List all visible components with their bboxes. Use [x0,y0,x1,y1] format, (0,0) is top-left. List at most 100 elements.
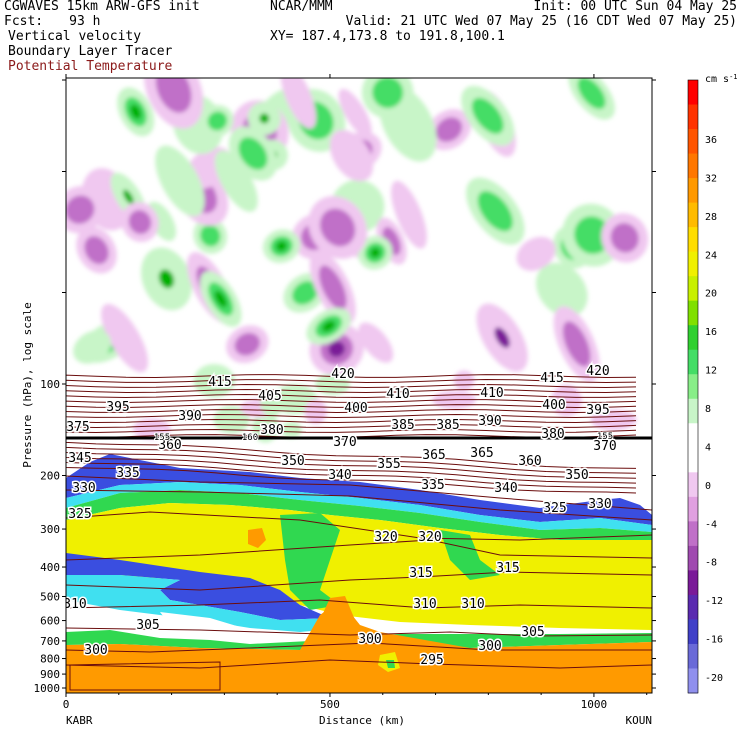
theta-contour [66,398,637,404]
colorbar-swatch [688,496,698,522]
theta-contour [66,408,637,414]
colorbar-swatch [688,325,698,351]
velocity-cell-mid [238,137,268,170]
velocity-cell-mid [234,332,261,356]
x-tick-label: 0 [63,698,70,711]
tracer-yellow [66,503,652,630]
theta-contour [66,461,637,489]
forecast-value: 93 h [69,14,101,29]
velocity-cell-strong [130,104,142,120]
velocity-cell [308,196,368,259]
velocity-cell [155,145,205,217]
velocity-cell [329,130,374,182]
colorbar-swatch [688,104,698,130]
velocity-cell-mid [577,78,606,110]
velocity-cell [143,78,204,129]
colorbar-label: -4 [705,519,717,530]
velocity-cell [306,307,351,345]
model-title: CGWAVES 15km ARW-GFS init [4,0,200,14]
velocity-cell [76,226,117,274]
velocity-cell [516,236,556,271]
theta-contour [66,378,637,384]
theta-label: 350 [565,468,588,483]
theta-contour [66,404,637,409]
tracer-green-mid2 [440,530,500,580]
valid-time: Valid: 21 UTC Wed 07 May 25 (16 CDT Wed … [345,14,737,29]
velocity-cell [226,325,269,364]
theta-contour-closed [69,661,221,691]
colorbar-swatch [688,227,698,253]
velocity-cell-weak [536,262,588,317]
velocity-cell-strong [370,247,381,258]
velocity-cell [141,247,192,311]
theta-contour [66,475,652,511]
velocity-cell [553,306,600,382]
colorbar-swatch [688,251,698,277]
right-station: KOUN [626,714,653,727]
velocity-cell-mid [200,224,221,247]
velocity-cell [358,322,394,363]
velocity-cell-strong [328,341,345,357]
theta-label: 390 [178,409,201,424]
velocity-cell-mid [318,265,347,310]
velocity-cell [391,180,427,249]
forecast-label: Fcst: [4,14,44,29]
theta-label: 325 [543,501,566,516]
theta-label: 325 [68,507,91,522]
velocity-cell-mid [574,216,611,255]
y-tick-label: 800 [40,653,60,666]
theta-label: 390 [478,414,501,429]
colorbar-label: 12 [705,366,717,377]
forecast-hour: Fcst: 93 h [4,14,100,29]
colorbar-swatch [688,178,698,204]
theta-label: 420 [586,364,609,379]
theta-label: 335 [116,466,139,481]
theta-label: 420 [331,367,354,382]
init-time: Init: 00 UTC Sun 04 May 25 [533,0,738,14]
velocity-cell-mid [372,78,404,109]
theta-label: 380 [260,423,283,438]
theta-contour [66,466,637,494]
velocity-cell-strong [158,269,175,289]
velocity-cell-mid [292,281,318,305]
velocity-cell-weak [391,180,427,249]
y-tick-label: 100 [40,378,60,391]
colorbar-swatch [688,202,698,228]
tropopause-label: 155 [154,433,170,443]
theta-label: 410 [480,386,503,401]
colorbar-swatch [688,423,698,449]
velocity-cell [280,78,317,129]
velocity-cell-weak [358,322,394,363]
tracer-blue-mid [66,553,330,620]
theta-label: 365 [422,448,445,463]
velocity-cell-mid [66,195,95,224]
velocity-cell [426,109,471,151]
theta-label: 400 [542,398,565,413]
velocity-cell [66,186,104,234]
velocity-cell [201,105,234,137]
x-tick-label: 1000 [581,698,608,711]
theta-label: 415 [540,371,563,386]
colorbar-swatch [688,545,698,571]
colorbar-label: 24 [705,250,717,261]
theta-label: 410 [386,387,409,402]
colorbar-swatch [688,668,698,694]
theta-contour [66,388,637,394]
velocity-cell-weak [214,150,258,212]
theta-contour [66,599,652,609]
velocity-cell-weak [101,303,149,373]
theta-label: 370 [593,439,616,454]
velocity-cell-low [590,409,637,431]
colorbar-swatch [688,276,698,302]
tracer-green-mid [280,513,340,610]
theta-contour [66,511,652,541]
velocity-cell-mid [471,97,504,134]
theta-label: 315 [409,566,432,581]
theta-label: 385 [436,418,459,433]
theta-label: 295 [420,653,443,668]
velocity-cell [536,262,588,317]
colorbar-label: -16 [705,635,723,646]
colorbar-label: 4 [705,442,711,453]
